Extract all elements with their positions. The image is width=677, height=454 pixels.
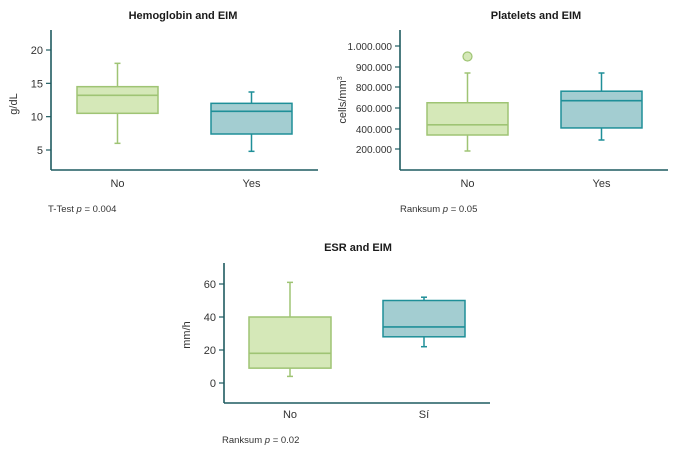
- x-category-label: No: [283, 409, 297, 421]
- p-value-part: p: [264, 435, 270, 446]
- x-category-label: Sí: [419, 409, 429, 421]
- y-tick-label: 5: [37, 145, 43, 157]
- p-value-part: Ranksum: [222, 435, 265, 446]
- y-tick-label: 60: [204, 279, 216, 291]
- x-category-label: No: [460, 178, 474, 190]
- p-value-annotation: T-Test p = 0.004: [48, 204, 116, 215]
- chart-2: Platelets and EIM cells/mm3 200.000 400.000…: [337, 10, 668, 215]
- box-no: [248, 281, 332, 378]
- p-value-part: p: [442, 204, 448, 215]
- x-category-label: Yes: [243, 178, 261, 190]
- x-category-label: Yes: [593, 178, 611, 190]
- iqr-box: [210, 102, 293, 135]
- y-tick-label: 400.000: [356, 125, 393, 136]
- iqr-box: [76, 85, 159, 115]
- y-tick-label: 40: [204, 312, 216, 324]
- p-value-part: Ranksum: [400, 204, 443, 215]
- y-tick-label: 200.000: [356, 145, 393, 156]
- box-yes: [560, 72, 643, 141]
- p-value-part: = 0.004: [82, 204, 117, 215]
- iqr-box: [382, 299, 466, 338]
- x-category-label: No: [110, 178, 124, 190]
- box-no: [76, 62, 159, 145]
- y-tick-label: 600.000: [356, 104, 393, 115]
- chart-title: ESR and EIM: [324, 242, 392, 254]
- box-yes: [210, 91, 293, 153]
- y-tick-label: 15: [31, 78, 43, 90]
- y-tick-label: 900.000: [356, 63, 393, 74]
- y-tick-label: 20: [204, 345, 216, 357]
- y-tick-label: 0: [210, 378, 216, 390]
- iqr-box: [426, 102, 509, 136]
- box-no: [426, 51, 509, 152]
- box-s: [382, 296, 466, 348]
- y-axis-label: cells/mm3: [337, 76, 349, 123]
- y-tick-label: 10: [31, 112, 43, 124]
- y-tick-label: 1.000.000: [348, 42, 393, 53]
- p-value-part: = 0.02: [270, 435, 299, 446]
- p-value-part: = 0.05: [448, 204, 477, 215]
- iqr-box: [248, 316, 332, 369]
- iqr-box: [560, 90, 643, 129]
- p-value-annotation: Ranksum p = 0.05: [400, 204, 477, 215]
- chart-1: Hemoglobin and EIM g/dL 5 10 15 20 No Yes T-Test…: [8, 10, 318, 215]
- y-tick-label: 20: [31, 45, 43, 57]
- y-tick-label: 800.000: [356, 83, 393, 94]
- p-value-annotation: Ranksum p = 0.02: [222, 435, 299, 446]
- p-value-part: T-Test: [48, 204, 77, 215]
- y-axis-label: g/dL: [8, 93, 20, 114]
- chart-title: Hemoglobin and EIM: [129, 10, 238, 22]
- chart-title: Platelets and EIM: [491, 10, 581, 22]
- p-value-part: p: [76, 204, 82, 215]
- chart-3: ESR and EIM mm/h 0 20 40 60 No Sí Ranksum p = 0.…: [181, 242, 490, 446]
- y-axis-label-superscript: 3: [337, 76, 344, 80]
- outlier-point: [462, 51, 473, 62]
- y-axis-label: mm/h: [181, 321, 193, 349]
